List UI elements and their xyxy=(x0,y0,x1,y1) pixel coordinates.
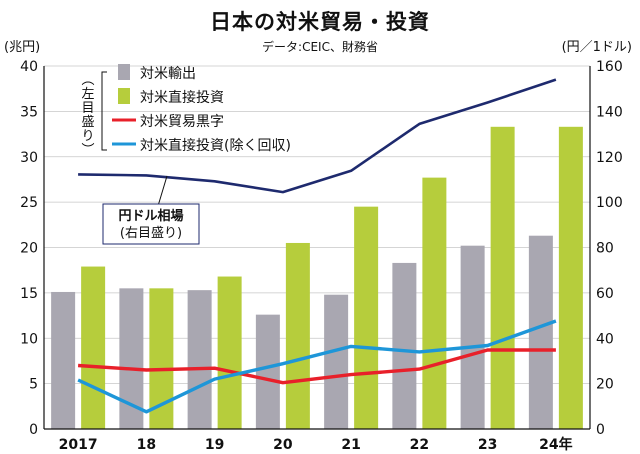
x-tick-label: 24年 xyxy=(539,436,572,453)
y-left-tick-label: 20 xyxy=(20,241,38,257)
left-axis-note-char: 目 xyxy=(81,101,94,116)
bar-investment xyxy=(354,206,379,429)
bar-investment xyxy=(81,266,106,429)
x-tick-label: 22 xyxy=(410,437,429,453)
legend-bracket xyxy=(101,71,107,151)
y-left-tick-label: 30 xyxy=(20,150,38,166)
bar-exports xyxy=(187,290,212,429)
chart-source: データ:CEIC、財務省 xyxy=(262,40,378,54)
left-axis-unit: (兆円) xyxy=(4,40,41,55)
annotation-label: 円ドル相場 xyxy=(118,208,183,224)
y-left-tick-label: 35 xyxy=(20,104,38,120)
chart-title: 日本の対米貿易・投資 xyxy=(210,10,430,34)
bar-investment xyxy=(217,276,242,429)
annotation-leader xyxy=(157,175,168,207)
legend-swatch xyxy=(118,64,130,80)
x-tick-label: 21 xyxy=(341,437,360,453)
line-trade-surplus xyxy=(77,348,556,385)
y-right-tick-label: 100 xyxy=(596,195,623,211)
y-left-tick-label: 0 xyxy=(29,422,38,438)
y-left-tick-label: 15 xyxy=(20,286,38,302)
line-direct-investment-net xyxy=(77,319,557,414)
bar-investment xyxy=(285,242,310,429)
left-axis-note-char: ︶ xyxy=(81,143,94,158)
y-right-tick-label: 160 xyxy=(596,59,623,75)
y-left-tick-label: 25 xyxy=(20,195,38,211)
legend-swatch xyxy=(118,88,130,104)
y-left-tick-label: 5 xyxy=(29,377,38,393)
left-axis-note-char: 盛 xyxy=(81,115,94,130)
annotation-sub: (右目盛り) xyxy=(120,226,182,241)
left-axis-note-char: 左 xyxy=(81,87,94,102)
line-yen-dollar xyxy=(78,78,557,194)
y-right-tick-label: 140 xyxy=(596,104,623,120)
x-tick-label: 20 xyxy=(273,437,293,453)
bar-exports xyxy=(324,294,349,429)
y-right-tick-label: 40 xyxy=(596,331,614,347)
bar-investment xyxy=(558,126,583,430)
y-right-tick-label: 60 xyxy=(596,286,614,302)
right-axis-unit: (円／1ドル) xyxy=(561,40,632,55)
left-axis-note-char: り xyxy=(81,129,94,144)
bar-investment xyxy=(490,126,515,430)
y-right-tick-label: 0 xyxy=(596,422,605,438)
y-right-tick-label: 80 xyxy=(596,241,614,257)
y-left-tick-label: 40 xyxy=(20,59,38,75)
legend-label: 対米貿易黒字 xyxy=(140,114,224,130)
x-tick-label: 19 xyxy=(205,437,224,453)
bar-exports xyxy=(255,314,280,429)
y-right-tick-label: 120 xyxy=(596,150,623,166)
legend-label: 対米直接投資(除く回収) xyxy=(140,137,291,154)
annotation-box xyxy=(102,203,200,245)
bar-exports xyxy=(528,235,553,429)
left-axis-note-char: ︵ xyxy=(81,73,94,88)
x-tick-label: 2017 xyxy=(59,437,98,453)
x-tick-label: 18 xyxy=(137,437,156,453)
legend-label: 対米輸出 xyxy=(140,66,196,82)
legend-label: 対米直接投資 xyxy=(140,89,224,106)
x-tick-label: 23 xyxy=(478,437,497,453)
y-left-tick-label: 10 xyxy=(20,331,38,347)
bar-investment xyxy=(422,177,447,429)
bar-exports xyxy=(51,291,76,429)
bar-exports xyxy=(460,245,485,429)
y-right-tick-label: 20 xyxy=(596,377,614,393)
bar-exports xyxy=(392,262,417,429)
